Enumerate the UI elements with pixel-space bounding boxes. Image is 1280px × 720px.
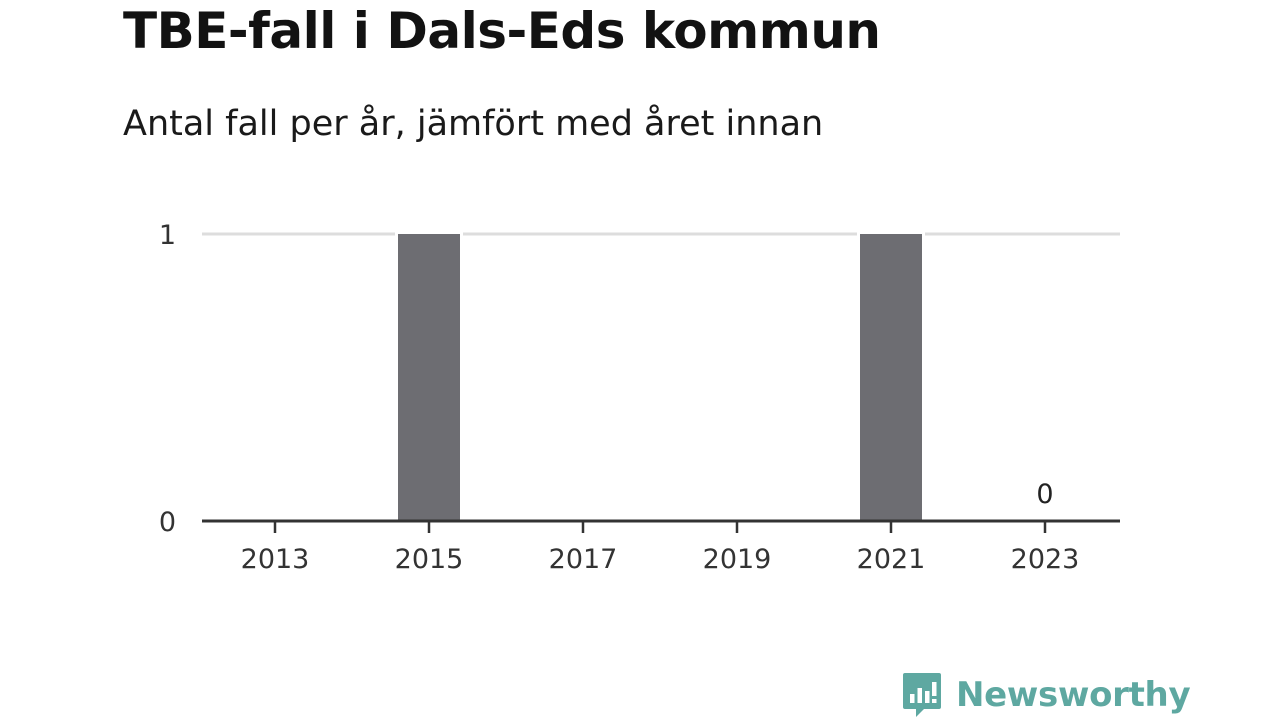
- bar-2015: [398, 234, 460, 521]
- x-tick-label-2015: 2015: [395, 544, 464, 575]
- labels-layer: 0 1 2013 2015 2017 2019 2021 2023 0: [159, 220, 1080, 575]
- x-tick-label-2019: 2019: [703, 544, 772, 575]
- x-tick-label-2017: 2017: [549, 544, 618, 575]
- axis-layer: [202, 519, 1120, 533]
- chart-title: TBE-fall i Dals-Eds kommun: [123, 2, 881, 60]
- x-tick-label-2021: 2021: [857, 544, 926, 575]
- x-tick-label-2023: 2023: [1011, 544, 1080, 575]
- x-tick-label-2013: 2013: [241, 544, 310, 575]
- newsworthy-logo-icon: [903, 673, 941, 717]
- data-label-2023: 0: [1036, 479, 1053, 510]
- brand-logo: Newsworthy: [902, 670, 1191, 720]
- chart-subtitle: Antal fall per år, jämfört med året inna…: [123, 104, 824, 144]
- y-tick-label-1: 1: [159, 220, 176, 251]
- brand-name: Newsworthy: [956, 675, 1191, 715]
- y-tick-label-0: 0: [159, 507, 176, 538]
- bars-layer: [395, 232, 925, 521]
- bar-2021: [860, 234, 922, 521]
